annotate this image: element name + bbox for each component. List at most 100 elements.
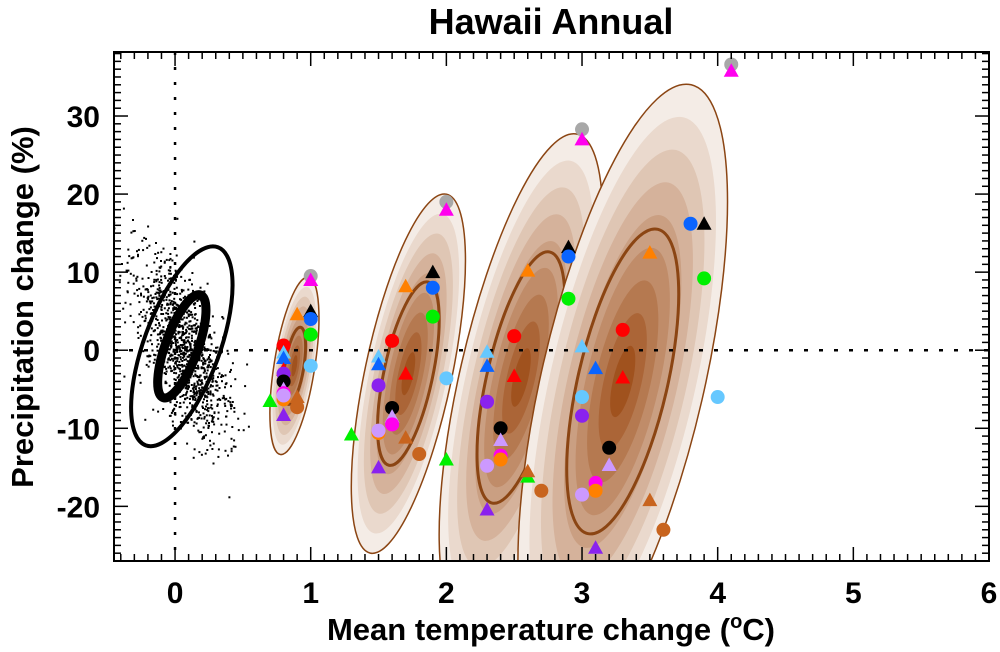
variability-sample bbox=[203, 417, 206, 420]
variability-sample bbox=[140, 294, 143, 297]
variability-sample bbox=[139, 324, 142, 327]
variability-sample bbox=[188, 398, 191, 400]
variability-sample bbox=[193, 382, 196, 385]
variability-sample bbox=[215, 346, 217, 349]
blue-circle-point bbox=[683, 216, 698, 231]
variability-sample bbox=[157, 251, 160, 254]
variability-sample bbox=[164, 317, 167, 320]
variability-sample bbox=[201, 386, 204, 389]
variability-sample bbox=[199, 286, 202, 289]
variability-sample bbox=[224, 374, 227, 377]
variability-sample bbox=[227, 400, 230, 403]
variability-sample bbox=[156, 319, 159, 321]
variability-sample bbox=[182, 401, 185, 404]
variability-sample bbox=[200, 431, 203, 434]
variability-sample bbox=[202, 412, 205, 415]
variability-sample bbox=[221, 397, 224, 400]
inner-contour bbox=[565, 227, 681, 536]
variability-sample bbox=[202, 371, 205, 374]
variability-sample bbox=[193, 344, 196, 347]
variability-sample bbox=[201, 437, 204, 440]
variability-sample bbox=[191, 395, 194, 398]
series-lightblue-circle bbox=[303, 358, 725, 405]
variability-sample bbox=[218, 397, 221, 400]
variability-sample bbox=[224, 398, 227, 401]
variability-sample bbox=[183, 323, 186, 326]
variability-sample bbox=[168, 384, 171, 387]
variability-sample bbox=[127, 281, 130, 284]
variability-sample bbox=[189, 347, 192, 350]
variability-sample bbox=[145, 311, 148, 314]
variability-sample bbox=[171, 259, 174, 262]
brown-triangle-point bbox=[520, 463, 536, 478]
variability-sample bbox=[234, 378, 237, 381]
variability-sample bbox=[193, 317, 196, 320]
variability-sample bbox=[187, 386, 190, 389]
variability-sample bbox=[203, 375, 206, 378]
variability-sample bbox=[218, 372, 221, 375]
variability-sample bbox=[194, 373, 197, 376]
variability-sample bbox=[207, 427, 210, 429]
variability-sample bbox=[186, 350, 189, 353]
variability-sample bbox=[216, 398, 219, 401]
variability-sample bbox=[145, 363, 148, 366]
variability-sample bbox=[198, 389, 201, 392]
variability-sample bbox=[123, 375, 126, 378]
variability-sample bbox=[159, 289, 162, 292]
x-axis-label: Mean temperature change (oC) bbox=[327, 611, 775, 647]
variability-sample bbox=[185, 331, 187, 334]
variability-sample bbox=[202, 363, 205, 366]
variability-sample bbox=[193, 393, 196, 396]
series-orange-triangle bbox=[289, 245, 658, 321]
variability-sample bbox=[187, 339, 189, 342]
variability-sample bbox=[168, 259, 171, 262]
density-band bbox=[291, 355, 298, 377]
variability-sample bbox=[138, 313, 141, 316]
brown-circle-point bbox=[534, 483, 549, 498]
variability-sample bbox=[191, 330, 194, 333]
variability-sample bbox=[158, 289, 161, 292]
variability-sample bbox=[191, 313, 194, 316]
variability-sample bbox=[176, 341, 179, 344]
variability-sample bbox=[155, 278, 158, 281]
variability-sample bbox=[170, 300, 173, 303]
variability-sample bbox=[173, 378, 176, 381]
purple-triangle-point bbox=[479, 501, 495, 516]
lilac-circle-point bbox=[575, 487, 590, 502]
variability-sample bbox=[169, 257, 172, 260]
variability-sample bbox=[148, 244, 151, 247]
variability-sample bbox=[169, 414, 172, 417]
variability-sample bbox=[152, 302, 155, 305]
gray-circle-point bbox=[575, 122, 590, 137]
variability-sample bbox=[217, 455, 220, 458]
variability-sample bbox=[185, 341, 188, 344]
variability-sample bbox=[174, 413, 177, 416]
variability-sample bbox=[199, 374, 202, 377]
plot-area bbox=[114, 52, 989, 561]
variability-sample bbox=[191, 327, 194, 330]
variability-sample bbox=[195, 332, 198, 335]
variability-sample bbox=[218, 432, 221, 435]
variability-sample bbox=[170, 311, 173, 314]
variability-sample bbox=[160, 309, 163, 311]
variability-sample bbox=[166, 309, 169, 312]
green-circle-point bbox=[561, 291, 576, 306]
variability-sample bbox=[146, 288, 149, 291]
variability-sample bbox=[208, 364, 211, 367]
variability-sample bbox=[204, 408, 206, 411]
variability-sample bbox=[124, 301, 127, 304]
variability-sample bbox=[210, 384, 212, 387]
series-purple-triangle bbox=[276, 407, 604, 554]
variability-sample bbox=[165, 367, 168, 370]
variability-sample bbox=[148, 360, 151, 363]
variability-sample bbox=[173, 357, 176, 360]
variability-sample bbox=[199, 380, 202, 383]
variability-sample bbox=[195, 422, 198, 425]
variability-sample bbox=[130, 231, 133, 234]
variability-sample bbox=[189, 343, 192, 346]
orange-circle-point bbox=[493, 452, 508, 467]
variability-sample bbox=[129, 314, 132, 317]
variability-sample bbox=[161, 319, 163, 322]
variability-sample bbox=[207, 357, 210, 360]
x-tick-label: 2 bbox=[438, 577, 455, 610]
